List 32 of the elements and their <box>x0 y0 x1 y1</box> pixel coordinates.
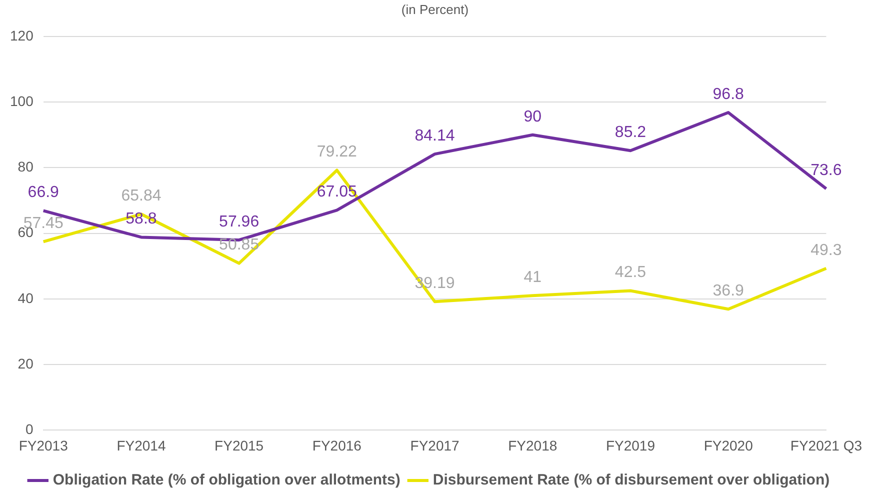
data-label: 66.9 <box>28 184 60 202</box>
x-tick-label: FY2016 <box>312 437 362 454</box>
x-tick-label: FY2020 <box>704 437 754 454</box>
x-tick-label: FY2014 <box>116 437 166 454</box>
legend-label: Disbursement Rate (% of disbursement over obligation) <box>432 472 830 489</box>
data-label: 57.96 <box>219 213 260 230</box>
data-label: 49.3 <box>810 242 842 259</box>
data-label: 50.85 <box>219 236 260 254</box>
data-label: 84.14 <box>414 127 455 144</box>
y-tick-label: 0 <box>26 421 34 438</box>
x-tick-label: FY2019 <box>606 437 656 454</box>
x-tick-label: FY2017 <box>410 437 460 454</box>
chart-subtitle: (in Percent) <box>400 2 470 17</box>
data-label: 36.9 <box>712 282 744 300</box>
y-tick-label: 40 <box>18 290 34 306</box>
data-label: 73.6 <box>810 162 842 180</box>
legend-label: Obligation Rate (% of obligation over allotments) <box>52 472 400 489</box>
data-label: 85.2 <box>614 124 646 142</box>
y-tick-label: 20 <box>18 355 34 372</box>
data-label: 90 <box>524 108 542 126</box>
data-label: 42.5 <box>614 264 646 282</box>
x-tick-label: FY2021 Q3 <box>790 437 862 454</box>
data-label: 79.22 <box>316 144 358 161</box>
y-tick-label: 80 <box>18 158 34 175</box>
x-tick-label: FY2015 <box>214 437 264 454</box>
data-label: 65.84 <box>121 188 162 205</box>
y-tick-label: 100 <box>10 92 34 109</box>
data-label: 96.8 <box>712 86 744 103</box>
data-label: 41 <box>524 269 542 286</box>
x-tick-label: FY2018 <box>508 437 558 454</box>
y-tick-label: 120 <box>10 27 34 44</box>
x-tick-label: FY2013 <box>18 437 68 454</box>
